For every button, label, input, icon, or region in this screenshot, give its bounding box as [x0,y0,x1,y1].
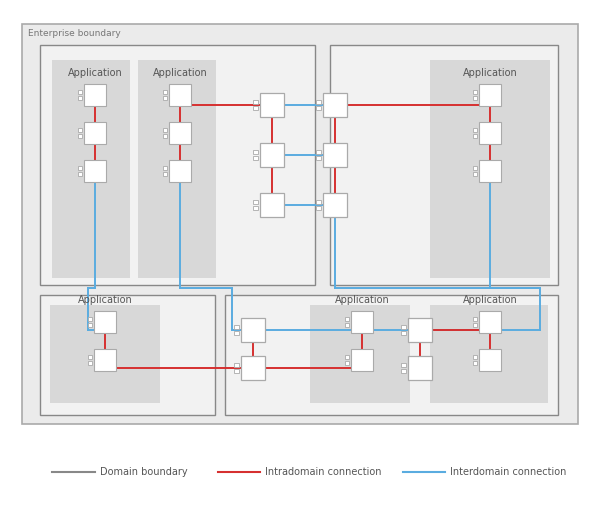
Bar [253,150,258,154]
Bar [253,205,258,210]
Bar [88,317,92,321]
Bar [345,322,349,327]
Bar [473,317,477,321]
Bar [234,331,239,335]
Bar [473,171,477,176]
Bar [88,356,92,360]
Bar [163,166,167,170]
Bar [50,305,160,403]
Bar [163,171,167,176]
Bar [78,128,82,133]
Bar [40,295,215,415]
Bar [253,156,258,160]
Bar [88,361,92,365]
Bar [345,356,349,360]
Bar [84,84,106,106]
Bar [430,60,550,278]
Bar [260,143,284,167]
Bar [401,363,406,367]
Text: Application: Application [463,68,517,78]
Bar [52,60,130,278]
Bar [78,134,82,138]
Text: Application: Application [463,295,517,305]
Bar [260,193,284,217]
Bar [163,134,167,138]
Bar [430,305,548,403]
Bar [169,122,191,144]
Bar [316,100,321,104]
Bar [479,122,501,144]
Bar [225,295,558,415]
Bar [345,317,349,321]
Bar [316,156,321,160]
Bar [345,361,349,365]
Text: Application: Application [77,295,133,305]
Bar [163,128,167,133]
Bar [473,322,477,327]
Bar [401,331,406,335]
Bar [253,106,258,110]
Bar [473,128,477,133]
Bar [316,205,321,210]
Bar [40,45,315,285]
Bar [479,349,501,371]
Bar [316,106,321,110]
Bar [94,311,116,333]
Bar [323,193,347,217]
Bar [88,322,92,327]
Text: Enterprise boundary: Enterprise boundary [28,29,121,38]
Bar [78,171,82,176]
Bar [323,93,347,117]
Bar [84,122,106,144]
Bar [78,166,82,170]
Bar [163,90,167,94]
Bar [22,24,578,424]
Text: Application: Application [152,68,208,78]
Bar [479,84,501,106]
Bar [163,95,167,100]
Text: Application: Application [335,295,389,305]
Bar [241,356,265,380]
Bar [78,95,82,100]
Bar [401,325,406,329]
Text: Interdomain connection: Interdomain connection [450,467,566,477]
Bar [479,311,501,333]
Bar [234,325,239,329]
Bar [241,318,265,342]
Bar [78,90,82,94]
Bar [138,60,216,278]
Text: Intradomain connection: Intradomain connection [265,467,382,477]
Bar [253,200,258,204]
Bar [473,95,477,100]
Bar [316,150,321,154]
Bar [351,349,373,371]
Bar [401,368,406,373]
Bar [408,318,432,342]
Bar [323,143,347,167]
Bar [408,356,432,380]
Text: Application: Application [68,68,122,78]
Bar [310,305,410,403]
Bar [473,361,477,365]
Text: Domain boundary: Domain boundary [100,467,188,477]
Bar [330,45,558,285]
Bar [473,166,477,170]
Bar [473,134,477,138]
Bar [479,160,501,182]
Bar [234,363,239,367]
Bar [169,160,191,182]
Bar [260,93,284,117]
Bar [316,200,321,204]
Bar [473,356,477,360]
Bar [94,349,116,371]
Bar [351,311,373,333]
Bar [473,90,477,94]
Bar [169,84,191,106]
Bar [84,160,106,182]
Bar [234,368,239,373]
Bar [253,100,258,104]
